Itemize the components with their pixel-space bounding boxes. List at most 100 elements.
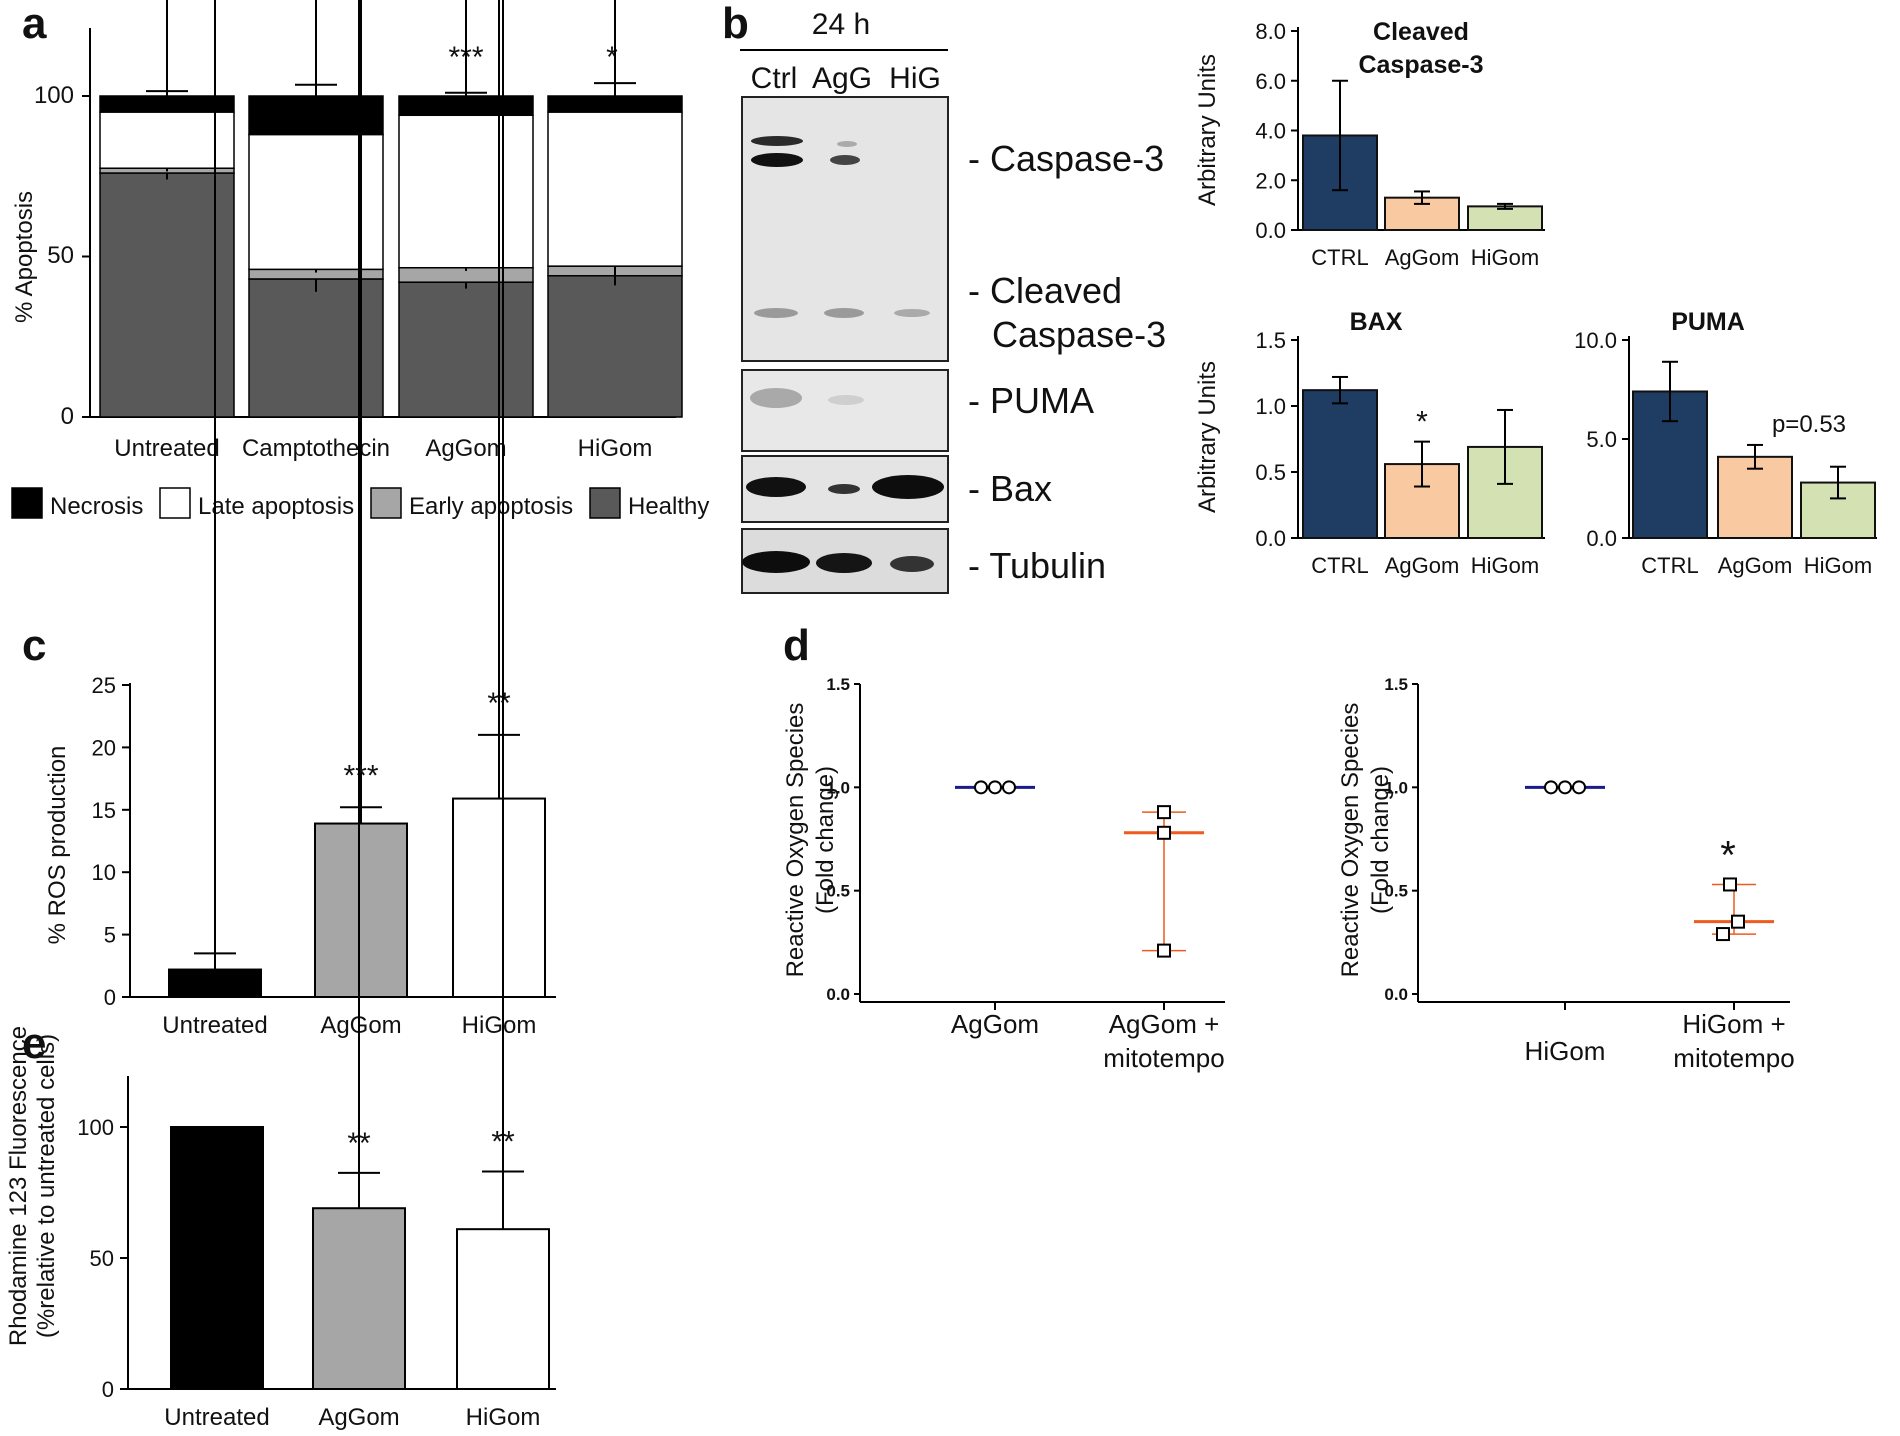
band-caspase-agg-faint <box>837 141 857 147</box>
chart-e-xtick: AgGom <box>318 1404 399 1431</box>
chart-d-right-point <box>1544 780 1558 795</box>
chart-bax-ytick: 1.5 <box>1255 328 1286 353</box>
chart-a-ytick: 100 <box>34 82 74 109</box>
chart-c-significance: ** <box>487 687 511 720</box>
chart-puma-xtick: HiGom <box>1804 553 1872 578</box>
band-cleaved-ctrl <box>754 308 798 318</box>
chart-c-ytick: 25 <box>92 673 116 698</box>
blot-lane-label: Ctrl <box>751 62 798 95</box>
chart-bax-ytick: 1.0 <box>1255 394 1286 419</box>
chart-d-right-ytick: 1.5 <box>1384 675 1408 694</box>
chart-marks: 0.0 2.0 4.0 6.0 8.0 CTRL AgGom HiGom 0.0 0.5 1.0 1.… <box>77 0 1877 1431</box>
chart-cleaved-ytick: 0.0 <box>1255 218 1286 243</box>
chart-d-left-point <box>1002 780 1016 795</box>
band-bax-hig <box>872 475 944 499</box>
blot-band-label: - Tubulin <box>968 545 1106 586</box>
band-caspase-agg <box>830 155 860 165</box>
band-cleaved-hig <box>894 309 930 317</box>
chart-d-right-point <box>1731 914 1745 929</box>
chart-a-bar-segment <box>547 95 683 113</box>
chart-cleaved-xtick: AgGom <box>1385 245 1460 270</box>
chart-a-bar-segment <box>99 95 235 113</box>
chart-a-xtick: HiGom <box>578 435 653 462</box>
chart-d-right-point <box>1723 877 1737 892</box>
chart-bax-xtick: AgGom <box>1385 553 1460 578</box>
chart-a-bar-segment <box>248 95 384 136</box>
chart-d-left-point <box>1157 825 1171 840</box>
chart-e-bar <box>170 1126 264 1390</box>
chart-d-left-ytick: 0.5 <box>826 882 850 901</box>
chart-cleaved-ytick: 2.0 <box>1255 168 1286 193</box>
band-bax-ctrl <box>746 477 806 497</box>
chart-d-right-ytick: 0.0 <box>1384 985 1408 1004</box>
blot-time-label: 24 h <box>812 8 870 41</box>
blot-band-label: - PUMA <box>968 380 1094 421</box>
chart-a-bar-segment <box>547 275 683 418</box>
chart-d-right-ytick: 0.5 <box>1384 882 1408 901</box>
chart-a-xtick: Untreated <box>114 435 219 462</box>
chart-e-ylabel: Rhodamine 123 Fluorescence <box>5 1026 32 1346</box>
chart-c-xtick: AgGom <box>320 1012 401 1039</box>
chart-d-left-ylabel: Reactive Oxygen Species <box>782 703 809 978</box>
chart-c-bar <box>314 822 408 999</box>
chart-a-bar-segment <box>398 95 534 117</box>
chart-e-xtick: Untreated <box>164 1404 269 1431</box>
chart-d-left-xtick: AgGom + <box>1109 1009 1220 1039</box>
chart-e-bar <box>312 1207 406 1390</box>
chart-c-ytick: 5 <box>104 923 116 948</box>
chart-a-bar-segment <box>398 114 534 269</box>
chart-d-right-xtick: HiGom <box>1525 1036 1606 1066</box>
chart-cleaved-bar <box>1467 205 1543 231</box>
chart-puma-ytick: 0.0 <box>1586 526 1617 551</box>
blot-lane-label: AgG <box>812 62 872 95</box>
band-bax-agg <box>828 484 860 494</box>
chart-cleaved-xtick: CTRL <box>1311 245 1368 270</box>
blot-band-label: Caspase-3 <box>992 314 1166 355</box>
chart-bax-significance: * <box>1416 406 1428 439</box>
band-caspase-ctrl-upper <box>751 136 803 146</box>
chart-a-bar-segment <box>547 111 683 267</box>
panel-letter-a: a <box>22 0 47 48</box>
chart-d-left-xtick: mitotempo <box>1103 1043 1224 1073</box>
chart-a-bar-segment <box>248 133 384 271</box>
chart-a-significance: * <box>606 41 618 74</box>
chart-cleaved-ytick: 4.0 <box>1255 119 1286 144</box>
chart-e-xtick: HiGom <box>466 1404 541 1431</box>
chart-a-bar-segment <box>99 111 235 169</box>
chart-d-left-xtick: AgGom <box>951 1009 1039 1039</box>
chart-d-left-point <box>974 780 988 795</box>
chart-a-bar-segment <box>398 281 534 418</box>
chart-puma-ytick: 10.0 <box>1574 328 1617 353</box>
band-puma-ctrl <box>750 388 802 408</box>
chart-c-ytick: 10 <box>92 860 116 885</box>
chart-d-right-ytick: 1.0 <box>1384 778 1408 797</box>
chart-e-significance: ** <box>491 1126 515 1159</box>
band-tubulin-agg <box>816 553 872 573</box>
chart-d-right-xtick: mitotempo <box>1673 1043 1794 1073</box>
band-puma-agg <box>828 395 864 405</box>
chart-d-left-point <box>1157 943 1171 958</box>
band-cleaved-agg <box>824 308 864 318</box>
legend-label-late-apoptosis: Late apoptosis <box>198 493 354 520</box>
chart-a-xtick: AgGom <box>425 435 506 462</box>
chart-a-bar-segment <box>248 278 384 418</box>
legend-swatch-healthy <box>589 487 621 519</box>
chart-puma-ytick: 5.0 <box>1586 427 1617 452</box>
chart-d-right-xtick: HiGom + <box>1682 1009 1785 1039</box>
chart-bax-xtick: HiGom <box>1471 553 1539 578</box>
legend-label-early-apoptosis: Early apoptosis <box>409 493 573 520</box>
blot-band-label: - Bax <box>968 468 1052 509</box>
chart-c-ytick: 0 <box>104 985 116 1010</box>
chart-puma-xtick: CTRL <box>1641 553 1698 578</box>
chart-bax-bar <box>1302 389 1378 539</box>
chart-bax-xtick: CTRL <box>1311 553 1368 578</box>
chart-d-left-ytick: 0.0 <box>826 985 850 1004</box>
chart-a-bar-segment <box>99 172 235 418</box>
chart-cleaved-title: Caspase-3 <box>1358 51 1483 79</box>
legend-swatch-early-apoptosis <box>370 487 402 519</box>
chart-cleaved-title: Cleaved <box>1373 18 1469 46</box>
chart-e-ylabel2: (%relative to untreated cells) <box>33 1034 60 1338</box>
chart-d-left-ytick: 1.0 <box>826 778 850 797</box>
panel-letter-c: c <box>22 621 46 670</box>
